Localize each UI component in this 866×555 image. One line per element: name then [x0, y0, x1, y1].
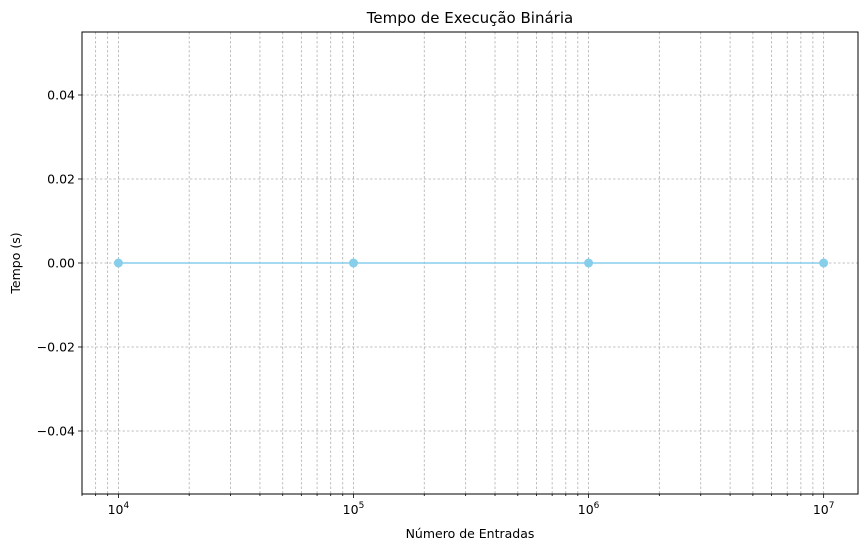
x-tick-label: 104: [108, 501, 130, 517]
data-point: [819, 258, 829, 268]
y-tick-label: −0.04: [37, 424, 75, 439]
data-point: [584, 258, 594, 268]
x-axis-label: Número de Entradas: [406, 526, 535, 541]
chart-title: Tempo de Execução Binária: [366, 9, 573, 27]
y-tick-label: 0.02: [47, 172, 75, 187]
series-layer: [113, 258, 829, 268]
data-point: [348, 258, 358, 268]
x-tick-label: 105: [343, 501, 365, 517]
y-tick-label: 0.00: [47, 256, 75, 271]
data-point: [113, 258, 123, 268]
y-axis-label: Tempo (s): [8, 232, 23, 294]
y-axis-ticks: 0.04 0.02 0.00 −0.02 −0.04: [37, 88, 82, 439]
x-tick-label: 106: [578, 501, 600, 517]
x-axis-ticks: 104 105 106 107: [81, 494, 835, 517]
y-tick-label: −0.02: [37, 340, 75, 355]
y-tick-label: 0.04: [47, 88, 75, 103]
x-tick-label: 107: [813, 501, 835, 517]
